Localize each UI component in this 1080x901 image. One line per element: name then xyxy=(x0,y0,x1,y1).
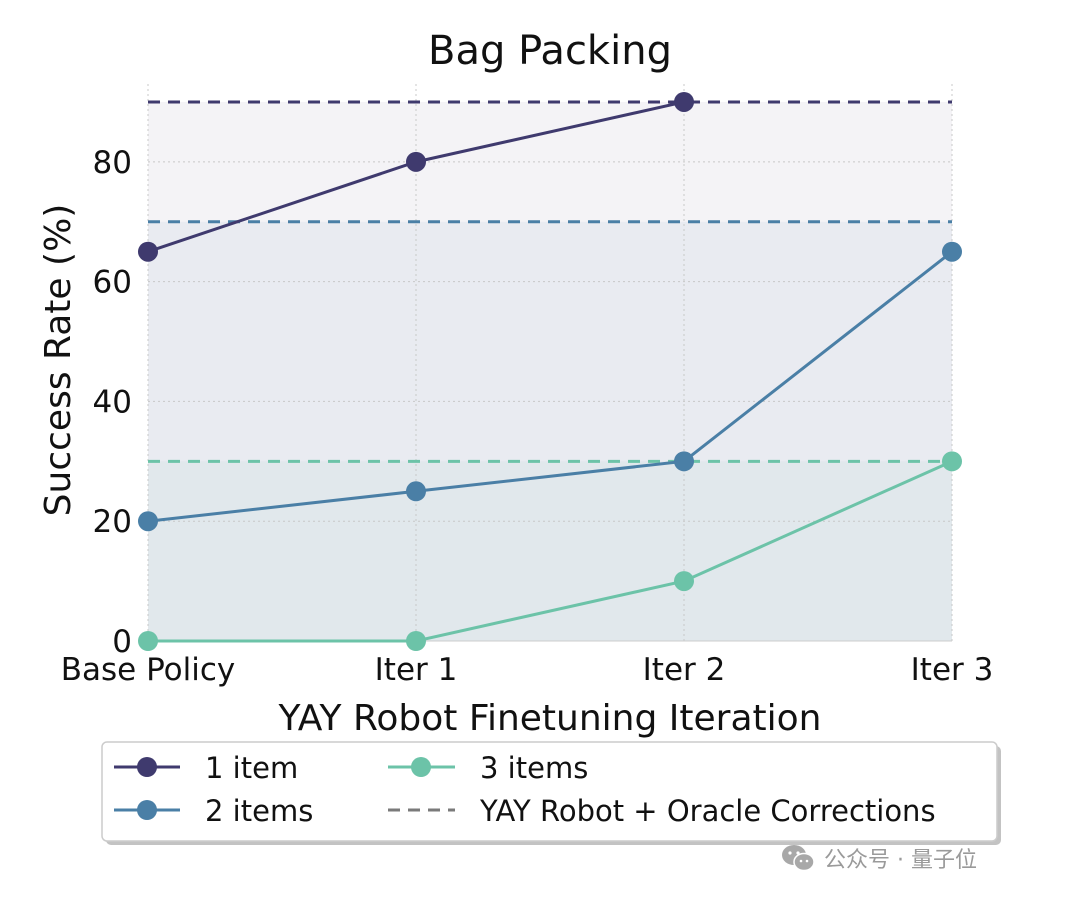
point-3-items-iter-3 xyxy=(942,451,962,472)
series-2-items xyxy=(138,241,962,532)
y-axis-title: Success Rate (%) xyxy=(38,204,79,517)
legend-marker-2-items xyxy=(137,800,157,820)
oracle-lines xyxy=(148,100,952,463)
y-tick-label-80: 80 xyxy=(93,145,132,181)
point-3-items-iter-2 xyxy=(674,571,694,592)
y-tick-label-0: 0 xyxy=(112,624,132,660)
point-3-items-base-policy xyxy=(138,631,158,651)
chart-title: Bag Packing xyxy=(428,28,672,74)
legend: 1 item 2 items 3 items YAY Robot + Oracl… xyxy=(101,741,1001,845)
y-tick-labels: 0 20 40 60 80 xyxy=(93,145,132,660)
legend-label-oracle: YAY Robot + Oracle Corrections xyxy=(479,794,936,828)
series-group xyxy=(138,91,962,651)
point-2-items-iter-2 xyxy=(674,451,694,472)
point-3-items-iter-1 xyxy=(406,631,426,651)
point-1-item-iter-1 xyxy=(406,151,426,172)
series-line-2-items xyxy=(147,250,953,523)
series-1-item xyxy=(138,91,694,262)
x-axis-title: YAY Robot Finetuning Iteration xyxy=(278,698,822,739)
oracle-band-1-item xyxy=(148,101,952,641)
y-tick-label-60: 60 xyxy=(93,265,132,301)
x-tick-label-base-policy: Base Policy xyxy=(61,652,236,688)
point-2-items-iter-3 xyxy=(942,241,962,262)
y-tick-label-40: 40 xyxy=(93,384,132,420)
legend-box xyxy=(101,741,998,842)
legend-label-3-items: 3 items xyxy=(480,751,588,785)
y-tick-label-20: 20 xyxy=(93,504,132,540)
series-3-items xyxy=(138,451,962,651)
legend-label-2-items: 2 items xyxy=(205,794,313,828)
x-tick-label-iter-1: Iter 1 xyxy=(375,652,458,688)
x-tick-labels: Base Policy Iter 1 Iter 2 Iter 3 xyxy=(61,652,994,688)
point-1-item-base-policy xyxy=(138,241,158,262)
legend-marker-3-items xyxy=(411,757,431,777)
x-tick-label-iter-2: Iter 2 xyxy=(643,652,726,688)
point-2-items-base-policy xyxy=(138,511,158,532)
series-line-3-items xyxy=(148,459,953,643)
wechat-icon xyxy=(782,845,815,872)
oracle-band-3-items xyxy=(148,461,952,641)
point-2-items-iter-1 xyxy=(406,481,426,502)
legend-label-1-item: 1 item xyxy=(205,751,298,785)
watermark: 公众号 · 量子位 xyxy=(780,838,977,878)
x-tick-label-iter-3: Iter 3 xyxy=(911,652,994,688)
watermark-text: 公众号 · 量子位 xyxy=(824,848,977,873)
oracle-band-2-items xyxy=(148,221,952,641)
legend-marker-1-item xyxy=(137,757,157,777)
oracle-bands xyxy=(148,101,952,641)
point-1-item-iter-2 xyxy=(674,91,694,112)
